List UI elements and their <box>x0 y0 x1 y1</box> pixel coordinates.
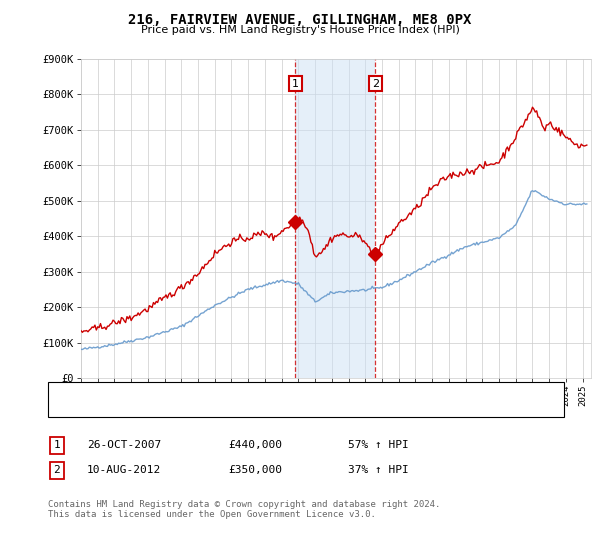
Text: HPI: Average price, detached house, Medway: HPI: Average price, detached house, Medw… <box>91 403 338 413</box>
Text: 2: 2 <box>53 465 61 475</box>
Text: 1: 1 <box>292 78 299 88</box>
Text: Contains HM Land Registry data © Crown copyright and database right 2024.
This d: Contains HM Land Registry data © Crown c… <box>48 500 440 519</box>
Text: £440,000: £440,000 <box>228 440 282 450</box>
Text: 26-OCT-2007: 26-OCT-2007 <box>87 440 161 450</box>
Text: 57% ↑ HPI: 57% ↑ HPI <box>348 440 409 450</box>
Text: 1: 1 <box>53 440 61 450</box>
Text: 2: 2 <box>372 78 379 88</box>
Text: £350,000: £350,000 <box>228 465 282 475</box>
Text: 37% ↑ HPI: 37% ↑ HPI <box>348 465 409 475</box>
Text: Price paid vs. HM Land Registry's House Price Index (HPI): Price paid vs. HM Land Registry's House … <box>140 25 460 35</box>
Text: 216, FAIRVIEW AVENUE, GILLINGHAM, ME8 0PX (detached house): 216, FAIRVIEW AVENUE, GILLINGHAM, ME8 0P… <box>91 387 432 397</box>
Text: 216, FAIRVIEW AVENUE, GILLINGHAM, ME8 0PX: 216, FAIRVIEW AVENUE, GILLINGHAM, ME8 0P… <box>128 13 472 27</box>
Text: 10-AUG-2012: 10-AUG-2012 <box>87 465 161 475</box>
Bar <box>295 59 376 378</box>
